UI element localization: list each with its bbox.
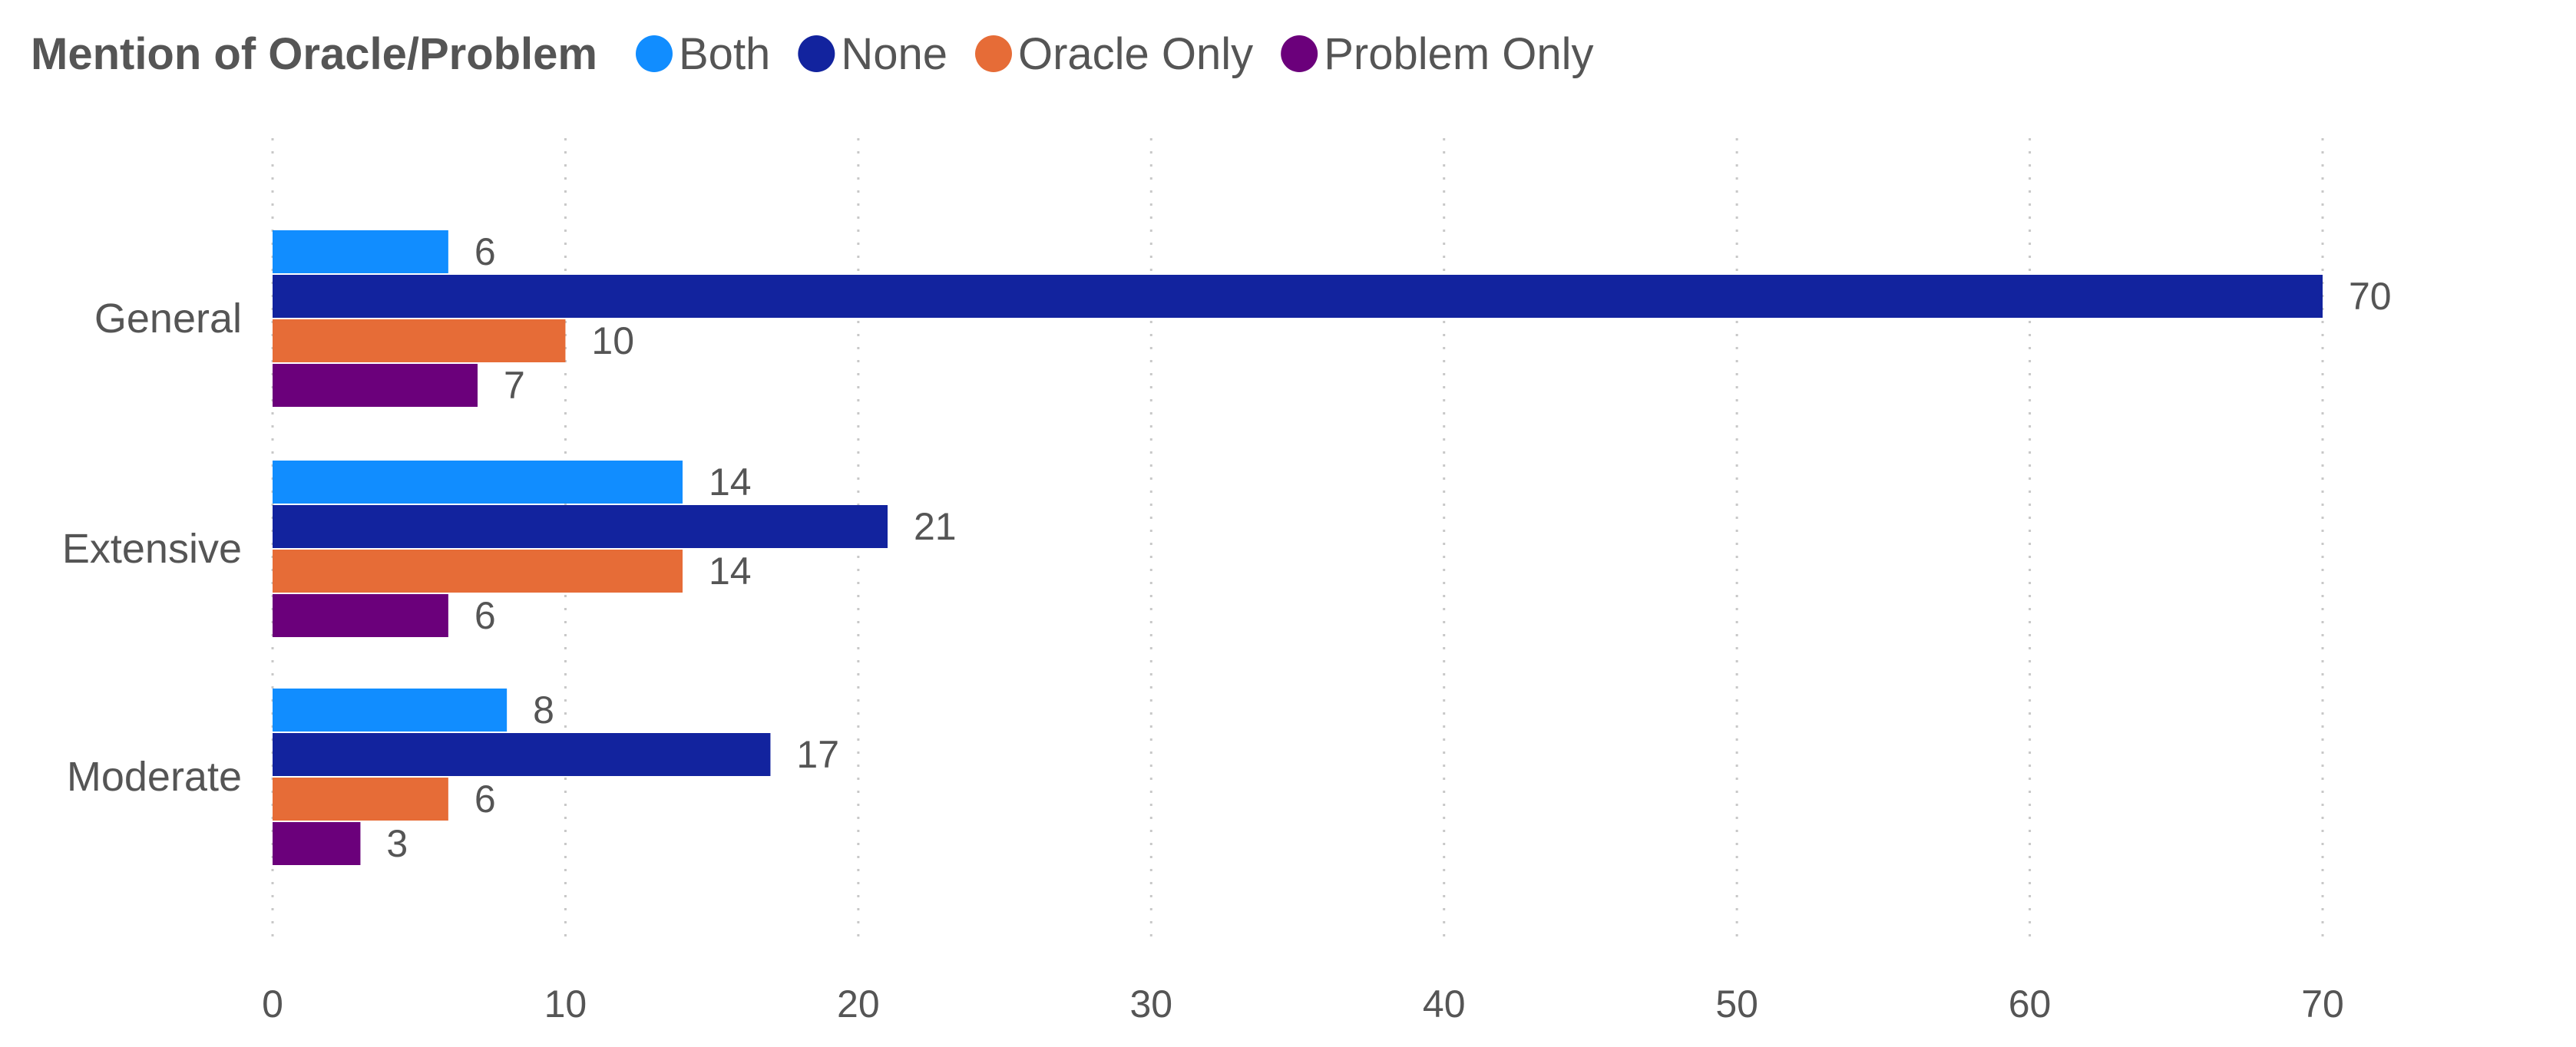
category-label-extensive: Extensive bbox=[62, 526, 242, 572]
legend-marker-oracle-only bbox=[974, 35, 1012, 72]
legend-label-both: Both bbox=[679, 29, 770, 79]
bar-extensive-both bbox=[273, 461, 683, 504]
bar-extensive-oracle-only bbox=[273, 550, 683, 593]
bar-general-oracle-only bbox=[273, 319, 566, 362]
data-label-extensive-problem-only: 6 bbox=[475, 594, 496, 637]
x-tick-label-20: 20 bbox=[837, 983, 880, 1026]
legend: Mention of Oracle/Problem Both None Oracle… bbox=[31, 29, 1594, 79]
data-label-moderate-none: 17 bbox=[796, 733, 839, 776]
legend-marker-problem-only bbox=[1281, 35, 1318, 72]
data-label-moderate-both: 8 bbox=[533, 689, 554, 732]
legend-marker-none bbox=[798, 35, 835, 72]
data-label-general-problem-only: 7 bbox=[504, 364, 525, 407]
bar-moderate-both bbox=[273, 689, 508, 732]
bar-extensive-none bbox=[273, 505, 888, 548]
legend-label-none: None bbox=[841, 29, 947, 79]
data-label-general-oracle-only: 10 bbox=[591, 319, 634, 362]
legend-marker-both bbox=[636, 35, 673, 72]
category-label-moderate: Moderate bbox=[67, 754, 242, 800]
bar-general-both bbox=[273, 230, 448, 273]
x-tick-label-10: 10 bbox=[544, 983, 587, 1026]
x-tick-label-30: 30 bbox=[1129, 983, 1172, 1026]
bars bbox=[273, 230, 2323, 865]
data-label-extensive-oracle-only: 14 bbox=[709, 550, 752, 593]
x-tick-label-0: 0 bbox=[262, 983, 283, 1026]
data-label-general-both: 6 bbox=[475, 230, 496, 273]
data-label-moderate-problem-only: 3 bbox=[386, 822, 408, 865]
data-label-extensive-both: 14 bbox=[709, 461, 752, 504]
x-axis: 0 10 20 30 40 50 60 70 bbox=[262, 983, 2344, 1026]
x-tick-label-40: 40 bbox=[1423, 983, 1466, 1026]
legend-label-problem-only: Problem Only bbox=[1324, 29, 1593, 79]
data-label-general-none: 70 bbox=[2349, 275, 2392, 318]
bar-general-problem-only bbox=[273, 364, 478, 407]
bar-extensive-problem-only bbox=[273, 594, 448, 637]
legend-label-oracle-only: Oracle Only bbox=[1018, 29, 1253, 79]
x-tick-label-50: 50 bbox=[1715, 983, 1758, 1026]
x-tick-label-70: 70 bbox=[2301, 983, 2344, 1026]
bar-moderate-oracle-only bbox=[273, 778, 448, 821]
data-label-moderate-oracle-only: 6 bbox=[475, 778, 496, 821]
data-labels: 6 70 10 7 14 21 14 6 8 17 6 3 bbox=[386, 230, 2391, 865]
bar-moderate-none bbox=[273, 733, 771, 776]
legend-title: Mention of Oracle/Problem bbox=[31, 29, 597, 79]
x-tick-label-60: 60 bbox=[2009, 983, 2052, 1026]
bar-general-none bbox=[273, 275, 2323, 318]
data-label-extensive-none: 21 bbox=[914, 505, 957, 548]
category-labels: General Extensive Moderate bbox=[62, 296, 242, 800]
category-label-general: General bbox=[94, 296, 242, 342]
bar-moderate-problem-only bbox=[273, 822, 361, 865]
